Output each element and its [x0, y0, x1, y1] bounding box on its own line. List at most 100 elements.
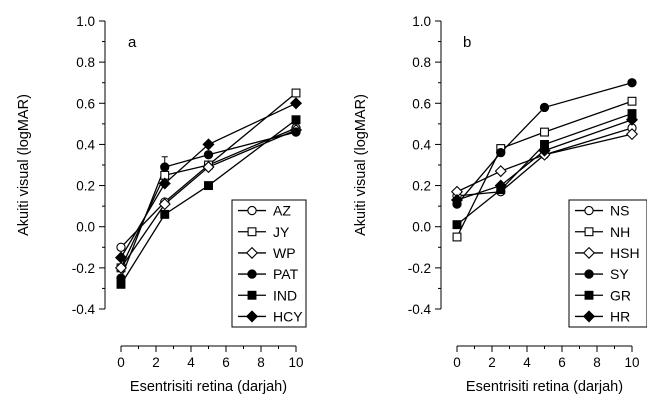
data-point-jy: [291, 88, 301, 98]
data-point-hcy: [202, 138, 215, 151]
legend-marker-ns: [584, 205, 594, 216]
series-line-hr: [456, 119, 633, 201]
panel-letter: b: [463, 34, 471, 51]
legend-label-gr: GR: [610, 287, 631, 303]
legend-marker-gr: [584, 290, 594, 300]
y-tick-label: 0.0: [76, 220, 95, 235]
legend-label-ind: IND: [273, 287, 297, 303]
series-line-wp: [120, 129, 297, 269]
y-tick-label: 0.2: [76, 179, 95, 194]
x-tick-label: 0: [117, 355, 125, 370]
data-point-sy: [627, 78, 637, 88]
legend-label-sy: SY: [610, 266, 629, 282]
y-tick-label: 0.4: [412, 137, 431, 152]
y-tick-label: 1.0: [412, 14, 431, 29]
data-point-hr: [538, 144, 551, 157]
x-tick-label: 10: [288, 355, 303, 370]
legend-marker-hcy: [245, 310, 259, 323]
data-point-ind: [204, 181, 213, 191]
legend-label-hr: HR: [610, 308, 630, 324]
data-point-wp: [202, 161, 215, 174]
data-point-gr: [452, 220, 462, 230]
series-line-ns: [456, 127, 633, 197]
data-point-hsh: [494, 165, 507, 178]
legend-label-hcy: HCY: [273, 308, 303, 324]
legend-marker-wp: [245, 246, 259, 259]
data-point-pat: [203, 150, 214, 160]
legend-label-ns: NS: [610, 203, 629, 219]
data-point-sy: [539, 102, 550, 113]
data-point-hr: [625, 113, 639, 126]
legend-marker-jy: [247, 227, 257, 237]
x-tick-label: 4: [523, 355, 531, 370]
data-point-ind: [291, 115, 301, 125]
y-tick-label: 0.2: [412, 179, 431, 194]
data-point-hr: [450, 193, 464, 206]
legend-marker-hr: [582, 310, 596, 323]
legend-label-jy: JY: [273, 224, 290, 240]
x-tick-label: 10: [624, 355, 639, 370]
y-tick-label: -0.4: [72, 302, 96, 317]
y-tick-label: -0.2: [72, 261, 95, 276]
data-point-ind: [116, 279, 126, 289]
data-point-hr: [494, 179, 507, 192]
data-point-ind: [160, 209, 170, 219]
data-point-az: [116, 242, 126, 252]
y-tick-label: 0.0: [412, 220, 431, 235]
legend-label-nh: NH: [610, 224, 630, 240]
legend-box: [568, 199, 647, 328]
data-point-pat: [291, 127, 301, 137]
x-tick-label: 2: [488, 355, 496, 370]
data-point-nh: [452, 232, 462, 242]
legend-marker-az: [247, 205, 257, 216]
data-point-wp: [158, 198, 171, 211]
x-tick-label: 2: [152, 355, 160, 370]
data-point-nh: [627, 96, 637, 106]
legend-label-az: AZ: [273, 203, 291, 219]
legend-marker-ind: [247, 290, 257, 300]
legend-label-pat: PAT: [273, 266, 299, 282]
data-point-hcy: [289, 97, 303, 110]
y-tick-label: 1.0: [76, 14, 95, 29]
x-tick-label: 8: [593, 355, 601, 370]
y-tick-label: 0.4: [76, 137, 95, 152]
y-tick-label: -0.2: [408, 261, 431, 276]
legend-box: [231, 199, 307, 328]
y-axis-title: Akuiti visual (logMAR): [353, 94, 369, 236]
data-point-sy: [496, 148, 506, 158]
chart-panel-a: -0.4 -0.2 0.0 0.2 0.4 0.6 0.8 1.0 0 2 4 6 8 10Esentri…: [16, 14, 307, 395]
legend-marker-nh: [584, 227, 594, 237]
chart-panel-b: -0.4 -0.2 0.0 0.2 0.4 0.6 0.8 1.0 0 2 4 6 8 10Esentri…: [353, 14, 647, 395]
series-line-ind: [120, 119, 297, 285]
data-point-hcy: [158, 177, 171, 190]
legend-marker-hsh: [582, 246, 596, 259]
series-line-hsh: [456, 133, 633, 193]
data-point-pat: [160, 162, 170, 172]
series-line-sy: [456, 82, 633, 205]
series-line-gr: [456, 112, 633, 226]
legend: NS NH HSH SY GR HR: [568, 199, 647, 328]
y-tick-label: 0.8: [412, 55, 431, 70]
data-point-nh: [540, 127, 549, 137]
legend-label-wp: WP: [273, 245, 296, 261]
series-line-pat: [120, 131, 297, 279]
x-axis-title: Esentrisiti retina (darjah): [466, 379, 623, 395]
y-tick-label: 0.6: [412, 96, 431, 111]
legend-label-hsh: HSH: [610, 245, 640, 261]
legend-marker-sy: [584, 269, 594, 279]
x-tick-label: 8: [257, 355, 265, 370]
y-tick-label: 0.6: [76, 96, 95, 111]
legend: AZ JY WP PAT IND HCY: [231, 199, 307, 328]
data-point-hcy: [114, 251, 128, 264]
panel-letter: a: [128, 34, 137, 51]
y-axis-title: Akuiti visual (logMAR): [16, 94, 32, 236]
x-axis-title: Esentrisiti retina (darjah): [130, 379, 287, 395]
x-tick-label: 6: [222, 355, 230, 370]
x-tick-label: 0: [453, 355, 461, 370]
series-line-az: [120, 127, 297, 248]
y-tick-label: 0.8: [76, 55, 95, 70]
data-point-wp: [114, 261, 128, 274]
legend-marker-pat: [247, 269, 257, 279]
data-point-hsh: [625, 128, 639, 141]
